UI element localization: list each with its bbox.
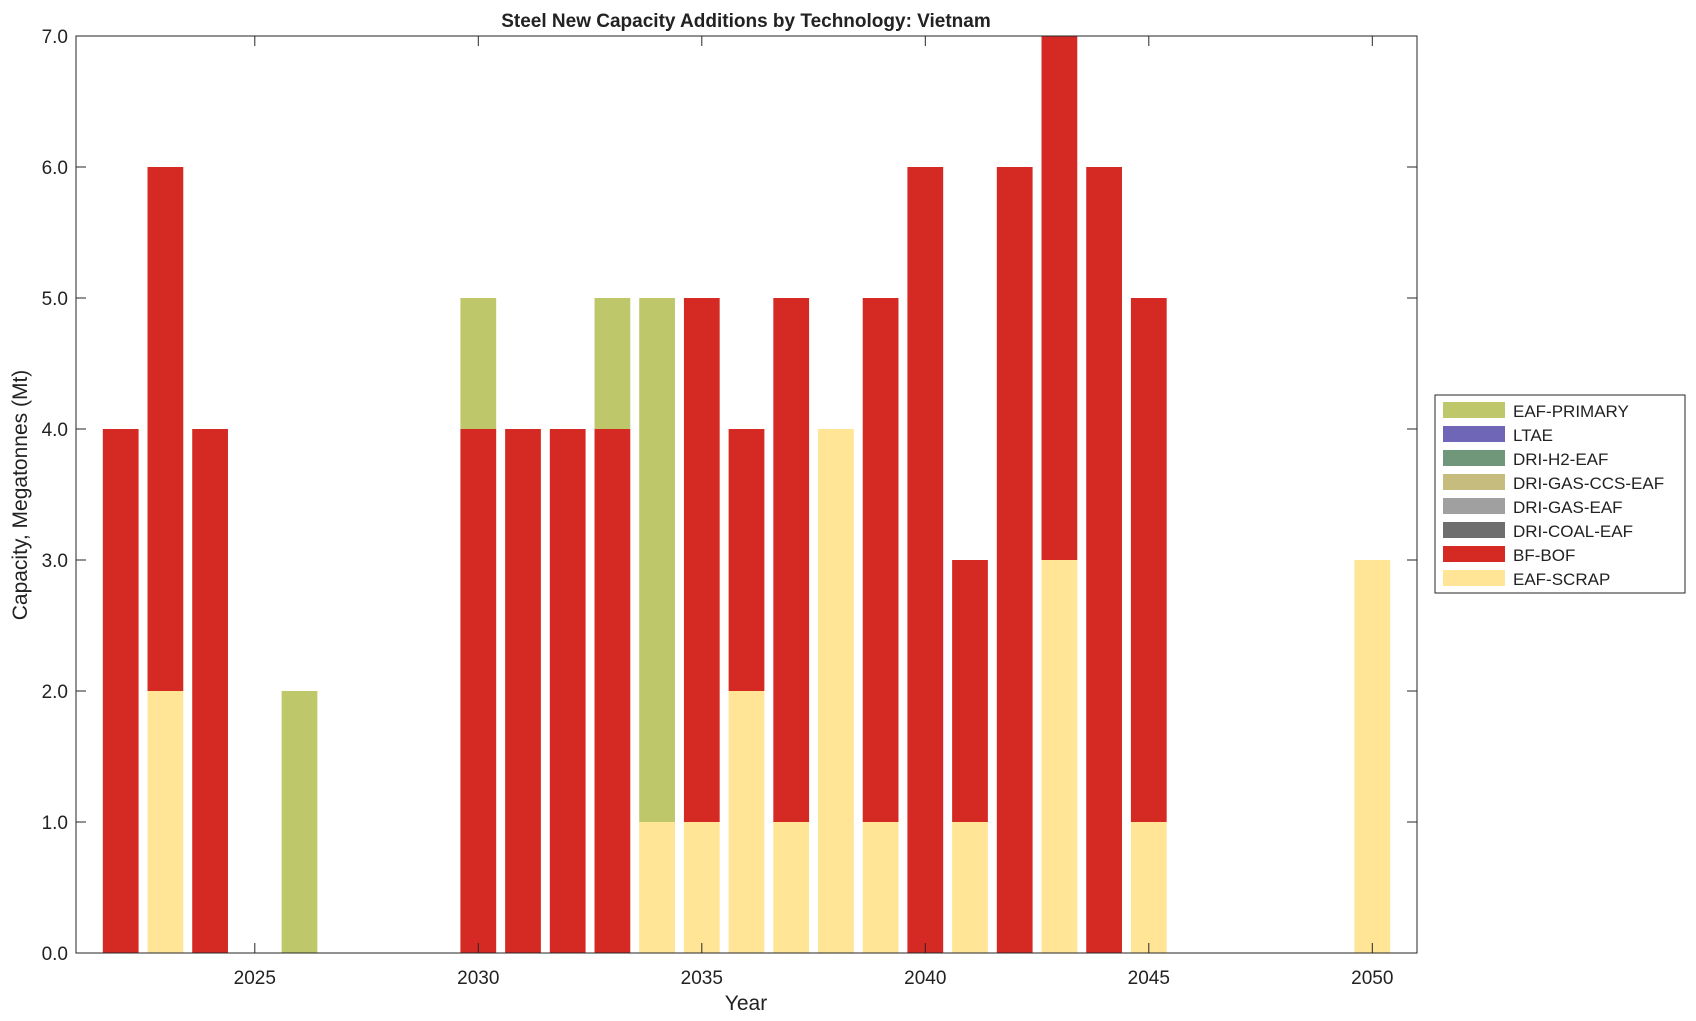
bar-eaf-scrap-2050: [1354, 560, 1391, 953]
bar-eaf-primary-2026: [281, 691, 318, 953]
bar-bf-bof-2030: [460, 429, 497, 953]
bar-eaf-scrap-2035: [683, 822, 720, 953]
legend: EAF-PRIMARY LTAE DRI-H2-EAF DRI-GAS-CCS-EAF…: [1434, 394, 1686, 594]
bar-bf-bof-2040: [907, 167, 944, 953]
chart-title: Steel New Capacity Additions by Technolo…: [501, 11, 991, 32]
bar-eaf-scrap-2045: [1130, 822, 1167, 953]
legend-label: EAF-SCRAP: [1513, 570, 1610, 589]
bar-bf-bof-2024: [192, 429, 228, 953]
y-tick-label: 4.0: [42, 420, 68, 441]
y-tick-label: 0.0: [42, 944, 68, 965]
legend-label: DRI-H2-EAF: [1513, 450, 1608, 469]
bar-bf-bof-2032: [549, 429, 586, 953]
x-tick-label: 2035: [681, 968, 723, 989]
y-tick-label: 6.0: [42, 158, 68, 179]
bar-bf-bof-2045: [1130, 298, 1167, 822]
bar-bf-bof-2039: [862, 298, 899, 822]
bar-bf-bof-2036: [728, 429, 765, 691]
legend-swatch-ltae: [1443, 426, 1505, 442]
legend-swatch-bf-bof: [1443, 546, 1505, 562]
y-tick-label: 3.0: [42, 551, 68, 572]
y-tick-label: 5.0: [42, 289, 68, 310]
bar-eaf-primary-2034: [639, 298, 675, 822]
legend-label: LTAE: [1513, 426, 1553, 445]
legend-label: EAF-PRIMARY: [1513, 402, 1629, 421]
bar-eaf-scrap-2034: [639, 822, 675, 953]
x-tick-label: 2025: [234, 968, 276, 989]
y-tick-label: 2.0: [42, 682, 68, 703]
legend-label: DRI-GAS-EAF: [1513, 498, 1623, 517]
legend-swatch-eaf-primary: [1443, 402, 1505, 418]
legend-swatch-dri-coal-eaf: [1443, 522, 1505, 538]
bar-bf-bof-2043: [1041, 36, 1078, 560]
legend-swatch-dri-gas-ccs-eaf: [1443, 474, 1505, 490]
x-tick-label: 2030: [457, 968, 499, 989]
bar-eaf-scrap-2043: [1041, 560, 1078, 953]
legend-label: BF-BOF: [1513, 546, 1575, 565]
bar-bf-bof-2031: [505, 429, 541, 953]
x-tick-label: 2045: [1128, 968, 1170, 989]
bar-eaf-primary-2030: [460, 298, 497, 429]
bar-eaf-scrap-2039: [862, 822, 899, 953]
bar-bf-bof-2044: [1086, 167, 1122, 953]
legend-label: DRI-COAL-EAF: [1513, 522, 1633, 541]
bar-eaf-primary-2033: [594, 298, 631, 429]
bar-bf-bof-2023: [147, 167, 184, 691]
legend-swatch-eaf-scrap: [1443, 570, 1505, 586]
bar-eaf-scrap-2023: [147, 691, 184, 953]
bar-bf-bof-2037: [773, 298, 810, 822]
y-axis-label: Capacity, Megatonnes (Mt): [9, 370, 32, 621]
bar-eaf-scrap-2037: [773, 822, 810, 953]
bar-eaf-scrap-2041: [952, 822, 988, 953]
bar-bf-bof-2041: [952, 560, 988, 822]
legend-label: DRI-GAS-CCS-EAF: [1513, 474, 1664, 493]
y-tick-label: 1.0: [42, 813, 68, 834]
x-tick-label: 2040: [904, 968, 946, 989]
x-tick-label: 2050: [1351, 968, 1393, 989]
bar-eaf-scrap-2036: [728, 691, 765, 953]
y-tick-label: 7.0: [42, 27, 68, 48]
bar-eaf-scrap-2038: [818, 429, 854, 953]
legend-swatch-dri-gas-eaf: [1443, 498, 1505, 514]
bar-bf-bof-2022: [102, 429, 139, 953]
bar-bf-bof-2033: [594, 429, 631, 953]
bar-bf-bof-2042: [996, 167, 1033, 953]
bar-bf-bof-2035: [683, 298, 720, 822]
plot-area-frame: [75, 35, 1418, 954]
legend-swatch-dri-h2-eaf: [1443, 450, 1505, 466]
x-axis-label: Year: [725, 992, 767, 1015]
